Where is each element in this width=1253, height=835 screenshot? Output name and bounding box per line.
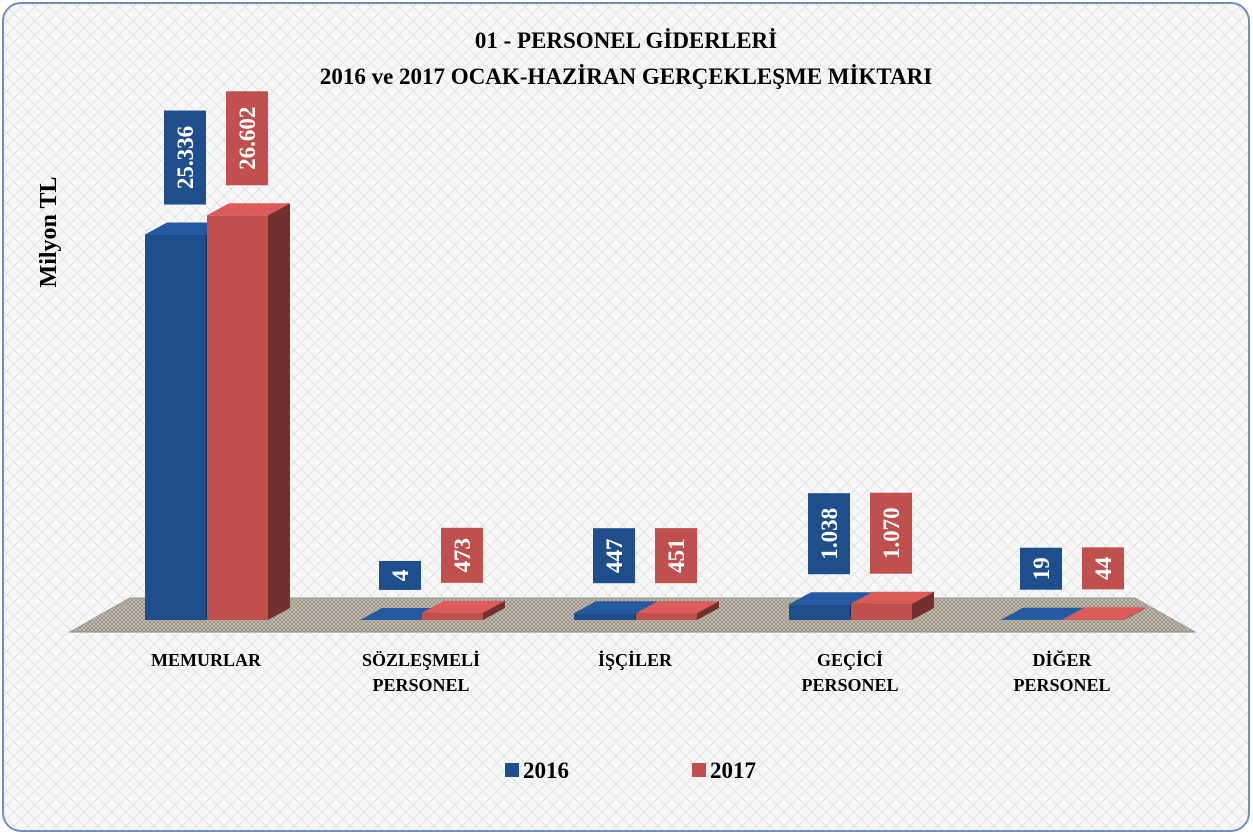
bar-side (1124, 607, 1146, 620)
bar-front (145, 234, 206, 620)
data-label: 26.602 (235, 107, 260, 170)
data-label-box (226, 91, 268, 186)
data-label: 473 (450, 538, 475, 573)
bar-top (636, 601, 719, 614)
legend-swatch (505, 763, 519, 777)
bar-side (697, 601, 719, 620)
bar-top (1063, 607, 1146, 620)
legend-label: 2017 (710, 758, 756, 783)
legend-swatch (692, 763, 706, 777)
bar-front (207, 215, 268, 620)
bar (1063, 607, 1146, 620)
bar (422, 600, 505, 620)
data-label-box (441, 527, 483, 583)
x-tick-label: SÖZLEŞMELİ PERSONEL (361, 650, 481, 695)
data-label-box (808, 493, 850, 575)
data-label-box (1082, 547, 1124, 590)
bar-front (851, 603, 912, 620)
data-label-box (593, 528, 635, 584)
bar-top (422, 600, 505, 613)
data-label-box (379, 560, 421, 590)
x-tick-label: MEMURLAR (151, 650, 261, 670)
chart-subtitle: 2016 ve 2017 OCAK-HAZİRAN GERÇEKLEŞME Mİ… (320, 64, 932, 89)
chart-title: 01 - PERSONEL GİDERLERİ (475, 28, 777, 53)
x-tick-label: GEÇİCİ PERSONEL (801, 650, 899, 695)
data-label: 451 (664, 538, 689, 573)
data-label-box (164, 110, 206, 205)
data-label: 447 (602, 538, 627, 573)
bar-top (1001, 607, 1084, 620)
bar-front (422, 612, 483, 620)
x-tick-label: İŞÇİLER (597, 650, 673, 670)
legend-label: 2016 (523, 758, 569, 783)
bar (207, 203, 290, 620)
data-label: 4 (388, 569, 413, 581)
bar (145, 222, 228, 620)
bar-front (574, 613, 635, 620)
bar-top (574, 601, 657, 614)
y-axis-label: Milyon TL (36, 177, 62, 288)
bar (851, 591, 934, 620)
data-label: 44 (1091, 556, 1116, 580)
data-label-box (655, 528, 697, 584)
data-label: 25.336 (173, 126, 198, 189)
bar-side (483, 600, 505, 620)
bar-side (268, 203, 290, 620)
bar-top (789, 592, 872, 605)
data-label-box (1020, 547, 1062, 590)
bar-side (912, 591, 934, 620)
bar (636, 601, 719, 620)
data-label: 1.038 (817, 508, 842, 560)
bar-front (789, 604, 850, 620)
bar-front (636, 613, 697, 620)
bar-front (1063, 619, 1124, 620)
data-label: 1.070 (879, 507, 904, 559)
data-label-box (870, 492, 912, 574)
x-tick-label: DİĞER PERSONEL (1013, 650, 1111, 695)
data-label: 19 (1029, 557, 1054, 580)
bar-top (851, 591, 934, 604)
bar-top (207, 203, 290, 216)
